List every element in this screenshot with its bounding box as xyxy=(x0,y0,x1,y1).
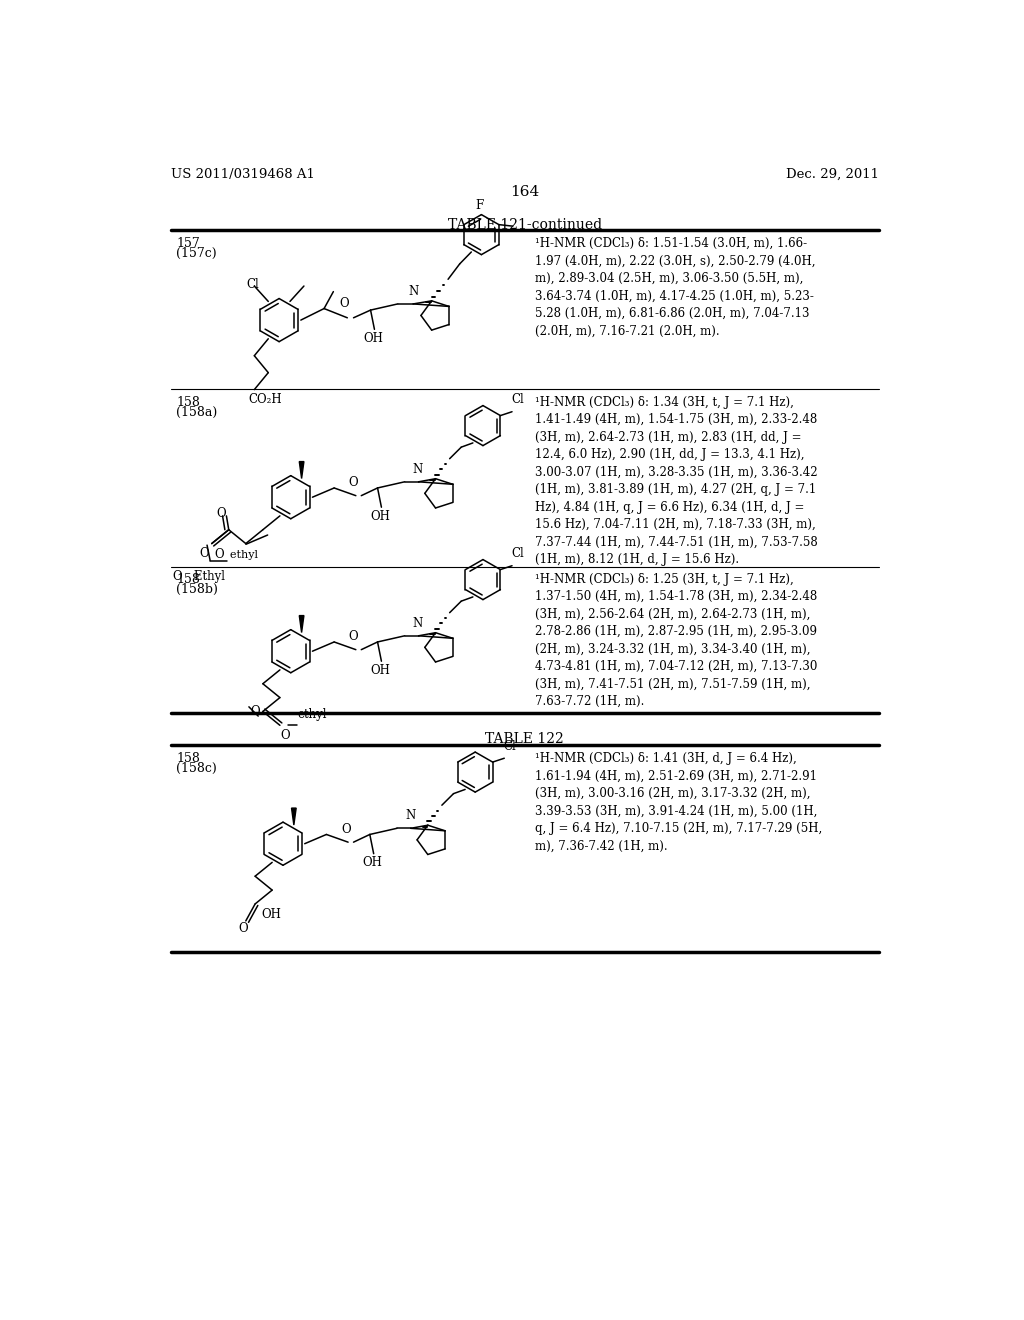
Text: O: O xyxy=(199,546,209,560)
Text: ¹H-NMR (CDCl₃) δ: 1.41 (3H, d, J = 6.4 Hz),
1.61-1.94 (4H, m), 2.51-2.69 (3H, m): ¹H-NMR (CDCl₃) δ: 1.41 (3H, d, J = 6.4 H… xyxy=(535,752,822,853)
Text: O   Ethyl: O Ethyl xyxy=(173,570,225,582)
Text: O: O xyxy=(341,822,350,836)
Text: O: O xyxy=(238,923,248,936)
Text: OH: OH xyxy=(370,664,390,677)
Text: OH: OH xyxy=(370,510,390,523)
Text: (158a): (158a) xyxy=(176,405,217,418)
Text: 164: 164 xyxy=(510,185,540,199)
Text: O: O xyxy=(339,297,349,310)
Text: ¹H-NMR (CDCl₃) δ: 1.51-1.54 (3.0H, m), 1.66-
1.97 (4.0H, m), 2.22 (3.0H, s), 2.5: ¹H-NMR (CDCl₃) δ: 1.51-1.54 (3.0H, m), 1… xyxy=(535,238,815,338)
Text: N: N xyxy=(409,285,419,298)
Polygon shape xyxy=(292,808,296,825)
Text: Cl: Cl xyxy=(504,739,516,752)
Text: TABLE 121-continued: TABLE 121-continued xyxy=(447,218,602,232)
Text: N: N xyxy=(413,616,423,630)
Text: (158b): (158b) xyxy=(176,582,218,595)
Text: (157c): (157c) xyxy=(176,247,217,260)
Text: OH: OH xyxy=(362,857,382,869)
Text: 158: 158 xyxy=(176,396,200,409)
Text: Cl: Cl xyxy=(511,393,524,407)
Text: N: N xyxy=(413,462,423,475)
Text: O: O xyxy=(349,631,358,644)
Text: Cl: Cl xyxy=(247,279,259,292)
Text: O: O xyxy=(250,705,260,718)
Text: O: O xyxy=(214,548,223,561)
Text: ¹H-NMR (CDCl₃) δ: 1.25 (3H, t, J = 7.1 Hz),
1.37-1.50 (4H, m), 1.54-1.78 (3H, m): ¹H-NMR (CDCl₃) δ: 1.25 (3H, t, J = 7.1 H… xyxy=(535,573,817,708)
Text: O: O xyxy=(280,729,290,742)
Text: Dec. 29, 2011: Dec. 29, 2011 xyxy=(786,168,879,181)
Text: 158: 158 xyxy=(176,752,200,766)
Text: O: O xyxy=(216,507,226,520)
Text: Cl: Cl xyxy=(511,548,524,561)
Text: US 2011/0319468 A1: US 2011/0319468 A1 xyxy=(171,168,314,181)
Polygon shape xyxy=(299,462,304,479)
Text: OH: OH xyxy=(362,331,383,345)
Text: 158: 158 xyxy=(176,573,200,586)
Text: F: F xyxy=(475,198,483,211)
Text: 157: 157 xyxy=(176,238,200,249)
Text: CO₂H: CO₂H xyxy=(248,393,282,407)
Text: TABLE 122: TABLE 122 xyxy=(485,733,564,746)
Polygon shape xyxy=(299,615,304,632)
Text: ¹H-NMR (CDCl₃) δ: 1.34 (3H, t, J = 7.1 Hz),
1.41-1.49 (4H, m), 1.54-1.75 (3H, m): ¹H-NMR (CDCl₃) δ: 1.34 (3H, t, J = 7.1 H… xyxy=(535,396,817,566)
Text: ethyl: ethyl xyxy=(297,709,327,722)
Text: N: N xyxy=(404,809,415,822)
Text: (158c): (158c) xyxy=(176,762,217,775)
Text: OH: OH xyxy=(261,908,282,921)
Text: O: O xyxy=(349,477,358,490)
Text: ethyl: ethyl xyxy=(222,549,258,560)
